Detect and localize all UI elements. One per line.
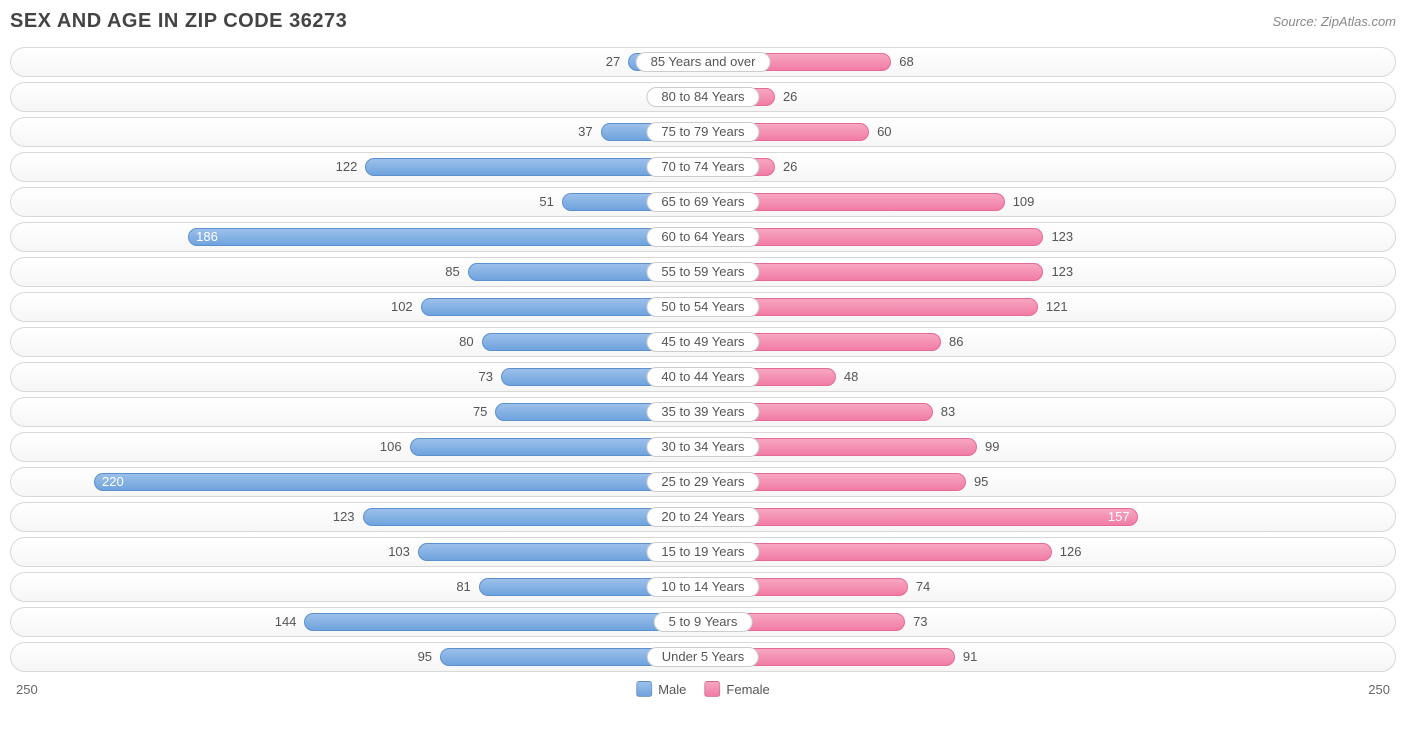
pyramid-row: 75 83 35 to 39 Years bbox=[10, 397, 1396, 427]
pyramid-row: 37 60 75 to 79 Years bbox=[10, 117, 1396, 147]
female-value-label: 26 bbox=[775, 158, 797, 176]
age-label: 25 to 29 Years bbox=[646, 472, 759, 492]
male-swatch-icon bbox=[636, 681, 652, 697]
male-value-label: 75 bbox=[473, 403, 495, 421]
age-label: 70 to 74 Years bbox=[646, 157, 759, 177]
age-label: 80 to 84 Years bbox=[646, 87, 759, 107]
age-label: 30 to 34 Years bbox=[646, 437, 759, 457]
pyramid-row: 81 74 10 to 14 Years bbox=[10, 572, 1396, 602]
female-value-label: 99 bbox=[977, 438, 999, 456]
age-label: 65 to 69 Years bbox=[646, 192, 759, 212]
pyramid-row: 186 123 60 to 64 Years bbox=[10, 222, 1396, 252]
male-value-label: 186 bbox=[188, 228, 218, 246]
male-value-label: 95 bbox=[418, 648, 440, 666]
pyramid-row: 22680 to 84 Years bbox=[10, 82, 1396, 112]
age-label: 60 to 64 Years bbox=[646, 227, 759, 247]
legend-male: Male bbox=[636, 681, 686, 697]
age-label: 85 Years and over bbox=[636, 52, 771, 72]
male-value-label: 106 bbox=[380, 438, 410, 456]
legend: Male Female bbox=[636, 681, 770, 697]
pyramid-row: 80 86 45 to 49 Years bbox=[10, 327, 1396, 357]
chart-header: SEX AND AGE IN ZIP CODE 36273 Source: Zi… bbox=[10, 10, 1396, 33]
pyramid-row: 85 123 55 to 59 Years bbox=[10, 257, 1396, 287]
female-value-label: 157 bbox=[1108, 508, 1138, 526]
female-value-label: 121 bbox=[1038, 298, 1068, 316]
male-value-label: 103 bbox=[388, 543, 418, 561]
male-bar bbox=[188, 228, 703, 246]
chart-source: Source: ZipAtlas.com bbox=[1272, 10, 1396, 29]
female-bar bbox=[703, 508, 1138, 526]
female-value-label: 73 bbox=[905, 613, 927, 631]
pyramid-row: 144 73 5 to 9 Years bbox=[10, 607, 1396, 637]
female-value-label: 86 bbox=[941, 333, 963, 351]
male-bar bbox=[304, 613, 703, 631]
male-value-label: 80 bbox=[459, 333, 481, 351]
legend-male-label: Male bbox=[658, 682, 686, 697]
age-label: 5 to 9 Years bbox=[654, 612, 753, 632]
pyramid-row: 103 126 15 to 19 Years bbox=[10, 537, 1396, 567]
age-label: 45 to 49 Years bbox=[646, 332, 759, 352]
age-label: 10 to 14 Years bbox=[646, 577, 759, 597]
chart-body: 276885 Years and over22680 to 84 Years37… bbox=[10, 47, 1396, 672]
legend-female-label: Female bbox=[726, 682, 769, 697]
legend-female: Female bbox=[704, 681, 769, 697]
male-value-label: 81 bbox=[456, 578, 478, 596]
female-value-label: 83 bbox=[933, 403, 955, 421]
female-value-label: 95 bbox=[966, 473, 988, 491]
age-label: 20 to 24 Years bbox=[646, 507, 759, 527]
female-value-label: 60 bbox=[869, 123, 891, 141]
pyramid-row: 220 95 25 to 29 Years bbox=[10, 467, 1396, 497]
female-value-label: 74 bbox=[908, 578, 930, 596]
male-value-label: 37 bbox=[578, 123, 600, 141]
chart-title: SEX AND AGE IN ZIP CODE 36273 bbox=[10, 10, 347, 33]
age-label: 15 to 19 Years bbox=[646, 542, 759, 562]
pyramid-row: 73 48 40 to 44 Years bbox=[10, 362, 1396, 392]
female-value-label: 48 bbox=[836, 368, 858, 386]
pyramid-row: 122 26 70 to 74 Years bbox=[10, 152, 1396, 182]
chart-footer: 250 Male Female 250 bbox=[10, 677, 1396, 701]
male-value-label: 144 bbox=[275, 613, 305, 631]
male-value-label: 220 bbox=[94, 473, 124, 491]
male-bar bbox=[94, 473, 703, 491]
male-value-label: 123 bbox=[333, 508, 363, 526]
pyramid-row: 123 157 20 to 24 Years bbox=[10, 502, 1396, 532]
female-value-label: 91 bbox=[955, 648, 977, 666]
female-swatch-icon bbox=[704, 681, 720, 697]
age-label: Under 5 Years bbox=[647, 647, 759, 667]
age-label: 50 to 54 Years bbox=[646, 297, 759, 317]
male-value-label: 73 bbox=[478, 368, 500, 386]
male-value-label: 27 bbox=[606, 53, 628, 71]
female-value-label: 26 bbox=[775, 88, 797, 106]
axis-left-label: 250 bbox=[16, 682, 38, 697]
female-value-label: 109 bbox=[1005, 193, 1035, 211]
pyramid-row: 106 99 30 to 34 Years bbox=[10, 432, 1396, 462]
age-label: 35 to 39 Years bbox=[646, 402, 759, 422]
axis-right-label: 250 bbox=[1368, 682, 1390, 697]
female-value-label: 123 bbox=[1043, 228, 1073, 246]
female-value-label: 123 bbox=[1043, 263, 1073, 281]
male-value-label: 51 bbox=[539, 193, 561, 211]
age-label: 55 to 59 Years bbox=[646, 262, 759, 282]
female-value-label: 126 bbox=[1052, 543, 1082, 561]
male-value-label: 85 bbox=[445, 263, 467, 281]
pyramid-row: 27 68 85 Years and over bbox=[10, 47, 1396, 77]
pyramid-row: 95 91 Under 5 Years bbox=[10, 642, 1396, 672]
pyramid-row: 51 109 65 to 69 Years bbox=[10, 187, 1396, 217]
pyramid-row: 102 121 50 to 54 Years bbox=[10, 292, 1396, 322]
male-value-label: 122 bbox=[336, 158, 366, 176]
male-value-label: 102 bbox=[391, 298, 421, 316]
female-value-label: 68 bbox=[891, 53, 913, 71]
age-label: 40 to 44 Years bbox=[646, 367, 759, 387]
age-label: 75 to 79 Years bbox=[646, 122, 759, 142]
